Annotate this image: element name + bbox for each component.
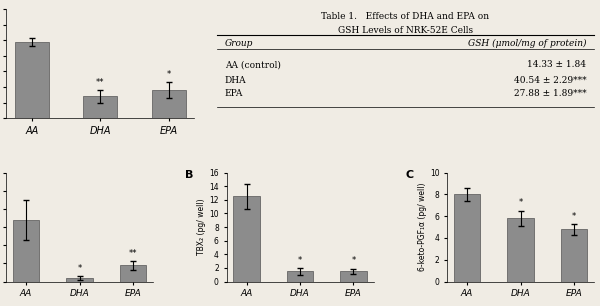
Text: C: C: [406, 170, 414, 181]
Text: AA (control): AA (control): [224, 60, 280, 69]
Text: Group: Group: [224, 39, 253, 48]
Text: GSH (μmol/mg of protein): GSH (μmol/mg of protein): [468, 39, 586, 48]
Text: DHA: DHA: [224, 76, 246, 85]
Bar: [83, 96, 118, 118]
Bar: [152, 90, 186, 118]
Bar: [13, 220, 40, 282]
Text: 40.54 ± 2.29***: 40.54 ± 2.29***: [514, 76, 586, 85]
Bar: [454, 194, 481, 282]
Text: Table 1.   Effects of DHA and EPA on: Table 1. Effects of DHA and EPA on: [322, 13, 490, 21]
Text: **: **: [129, 248, 137, 258]
Bar: [340, 271, 367, 282]
Bar: [507, 218, 534, 282]
Y-axis label: TBX₂ (pg/ well): TBX₂ (pg/ well): [197, 199, 206, 256]
Text: EPA: EPA: [224, 89, 243, 98]
Bar: [287, 271, 313, 282]
Bar: [14, 42, 49, 118]
Text: GSH Levels of NRK-52E Cells: GSH Levels of NRK-52E Cells: [338, 25, 473, 35]
Text: *: *: [518, 199, 523, 207]
Bar: [233, 196, 260, 282]
Bar: [119, 265, 146, 282]
Text: *: *: [352, 256, 356, 265]
Text: *: *: [298, 256, 302, 265]
Text: **: **: [96, 78, 104, 87]
Text: *: *: [77, 264, 82, 273]
Bar: [66, 278, 93, 282]
Y-axis label: 6-keto-PGF₁α (pg/ well): 6-keto-PGF₁α (pg/ well): [418, 183, 427, 271]
Bar: [560, 229, 587, 282]
Text: 27.88 ± 1.89***: 27.88 ± 1.89***: [514, 89, 586, 98]
Text: B: B: [185, 170, 194, 181]
Text: *: *: [167, 70, 171, 79]
Text: *: *: [572, 211, 576, 221]
Text: 14.33 ± 1.84: 14.33 ± 1.84: [527, 60, 586, 69]
